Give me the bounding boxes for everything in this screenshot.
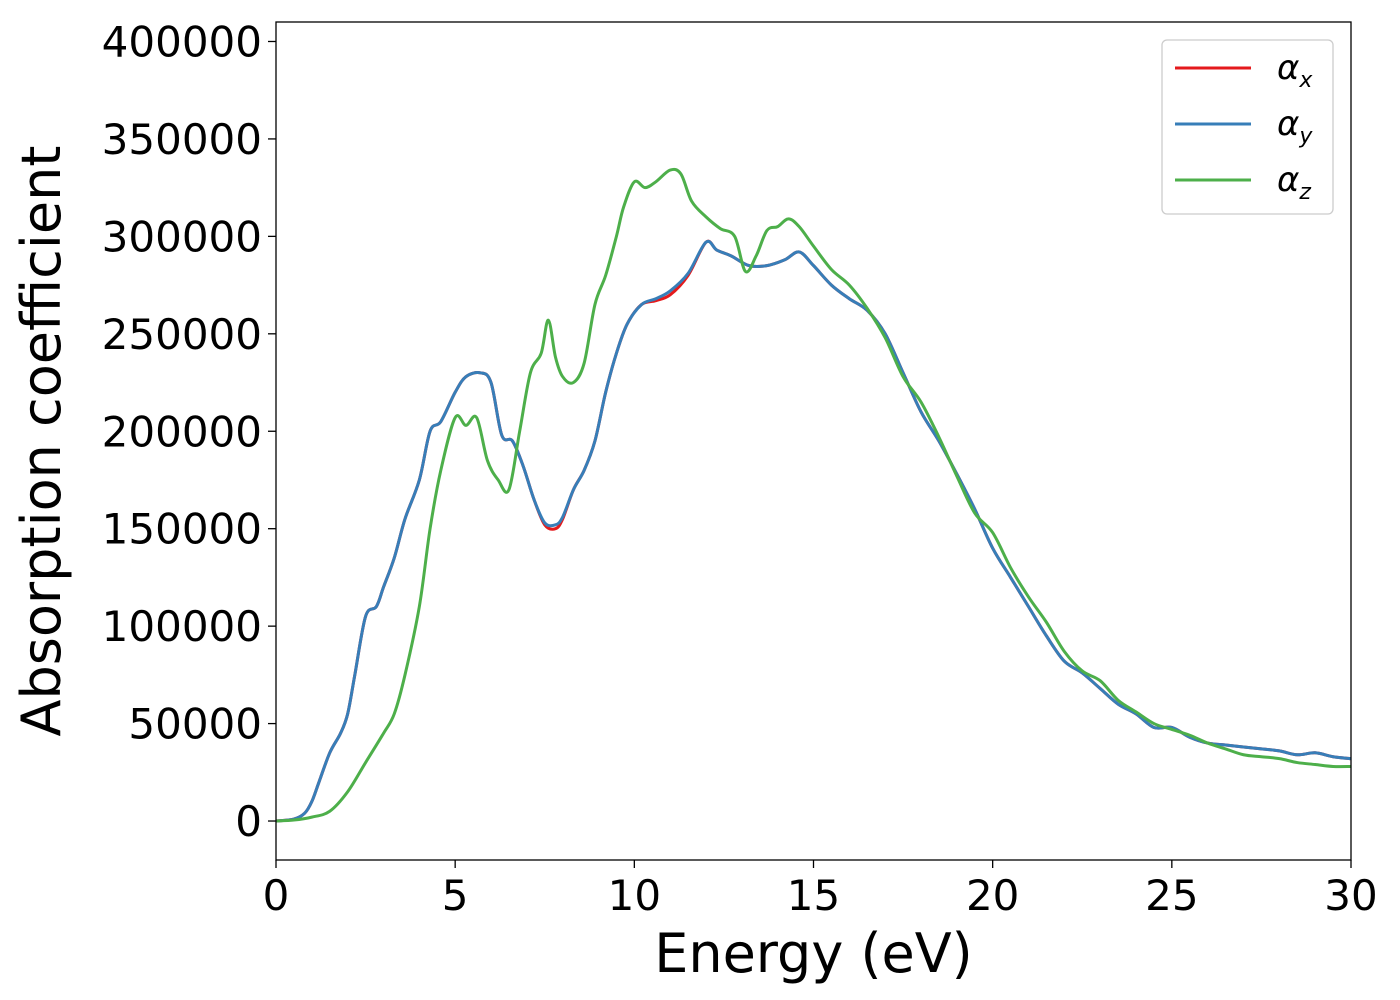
- y-tick-label: 50000: [128, 700, 262, 749]
- y-tick-label: 300000: [102, 212, 262, 261]
- series-lines: [276, 167, 1351, 823]
- series-line-z: [276, 167, 1351, 823]
- y-tick-label: 250000: [102, 310, 262, 359]
- x-tick-label: 5: [442, 871, 469, 920]
- y-tick-label: 150000: [102, 505, 262, 554]
- x-tick-label: 10: [608, 871, 661, 920]
- y-axis-ticks: 0 50000 100000 150000 200000 250000 300000 3500…: [102, 17, 276, 846]
- legend: αx αy αz: [1161, 39, 1334, 215]
- x-axis-ticks: 0 5 10 15 20 25 30: [263, 860, 1378, 920]
- y-tick-label: 100000: [102, 602, 262, 651]
- x-axis-title: Energy (eV): [654, 922, 973, 985]
- legend-box: [1161, 39, 1334, 215]
- x-tick-label: 0: [263, 871, 290, 920]
- x-tick-label: 15: [787, 871, 840, 920]
- legend-label-x: αx: [1277, 48, 1313, 93]
- x-tick-label: 30: [1324, 871, 1377, 920]
- y-tick-label: 350000: [102, 115, 262, 164]
- y-tick-label: 0: [235, 797, 262, 846]
- series-line-y: [276, 239, 1351, 823]
- x-tick-label: 25: [1145, 871, 1198, 920]
- x-tick-label: 20: [966, 871, 1019, 920]
- y-tick-label: 400000: [102, 17, 262, 66]
- y-axis-title: Absorption coefficient: [10, 146, 73, 737]
- y-tick-label: 200000: [102, 407, 262, 456]
- legend-label-z: αz: [1277, 160, 1311, 205]
- legend-label-y: αy: [1277, 104, 1313, 149]
